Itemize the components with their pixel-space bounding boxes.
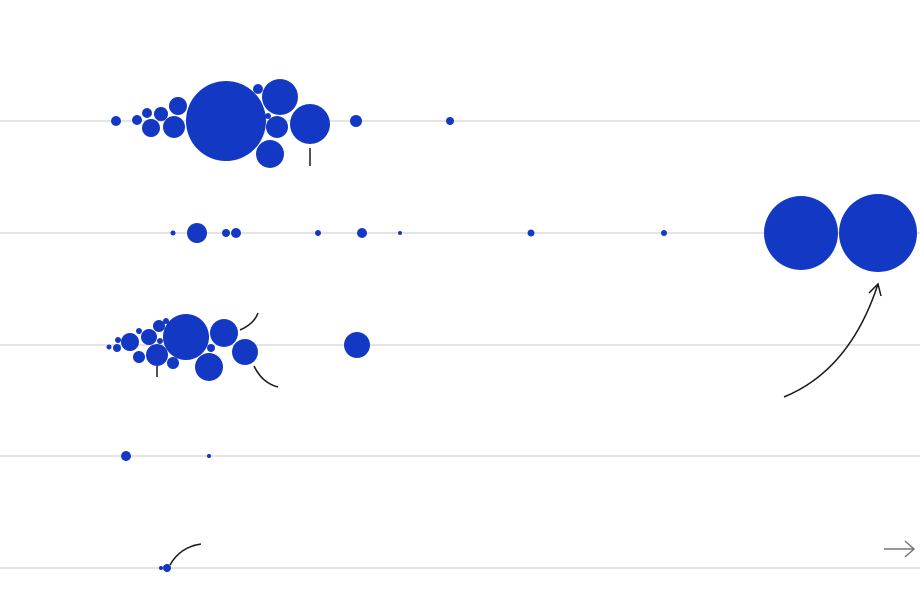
bubble (661, 230, 667, 236)
bubble (446, 117, 454, 125)
bubble (169, 97, 187, 115)
bubble (136, 328, 142, 334)
bubble (262, 79, 298, 115)
bubble (839, 194, 917, 272)
bubble (121, 333, 139, 351)
bubble (266, 116, 288, 138)
bubble (142, 119, 160, 137)
bubble (253, 84, 263, 94)
bubble (290, 104, 330, 144)
annotation-curve (169, 543, 202, 566)
bubble (132, 115, 142, 125)
bubble (195, 353, 223, 381)
bubble (398, 231, 402, 235)
bubble (187, 223, 207, 243)
bubble (350, 115, 362, 127)
bubble (111, 116, 121, 126)
bubble (141, 329, 157, 345)
bubble (222, 229, 230, 237)
bubble (344, 332, 370, 358)
annotation-arrow (783, 282, 882, 398)
bubble (142, 108, 152, 118)
bubble (232, 339, 258, 365)
bubble (163, 564, 171, 572)
bubble (231, 228, 241, 238)
bubbles (106, 79, 917, 572)
bubble (163, 314, 209, 360)
bubble (265, 113, 271, 119)
bubble (207, 344, 215, 352)
bubble (764, 196, 838, 270)
bubble (527, 229, 535, 237)
bubble (106, 344, 112, 350)
bubble (121, 451, 131, 461)
bubble (146, 344, 168, 366)
bubble (115, 337, 121, 343)
bubble (315, 230, 321, 236)
bubble (186, 81, 266, 161)
bubble (170, 230, 176, 236)
bubble (163, 116, 185, 138)
bubble (154, 107, 168, 121)
bubble (157, 338, 163, 344)
bubble (256, 140, 284, 168)
bubble (113, 344, 121, 352)
annotation-curve (253, 365, 279, 388)
bubble (153, 320, 165, 332)
scroll-arrow[interactable] (884, 540, 916, 558)
bubble (207, 454, 211, 458)
bubble (167, 357, 179, 369)
bubble (133, 351, 145, 363)
annotation-curve (239, 312, 259, 331)
bubble (163, 318, 169, 324)
bubble (210, 319, 238, 347)
bubble (357, 228, 367, 238)
bubble (159, 566, 163, 570)
